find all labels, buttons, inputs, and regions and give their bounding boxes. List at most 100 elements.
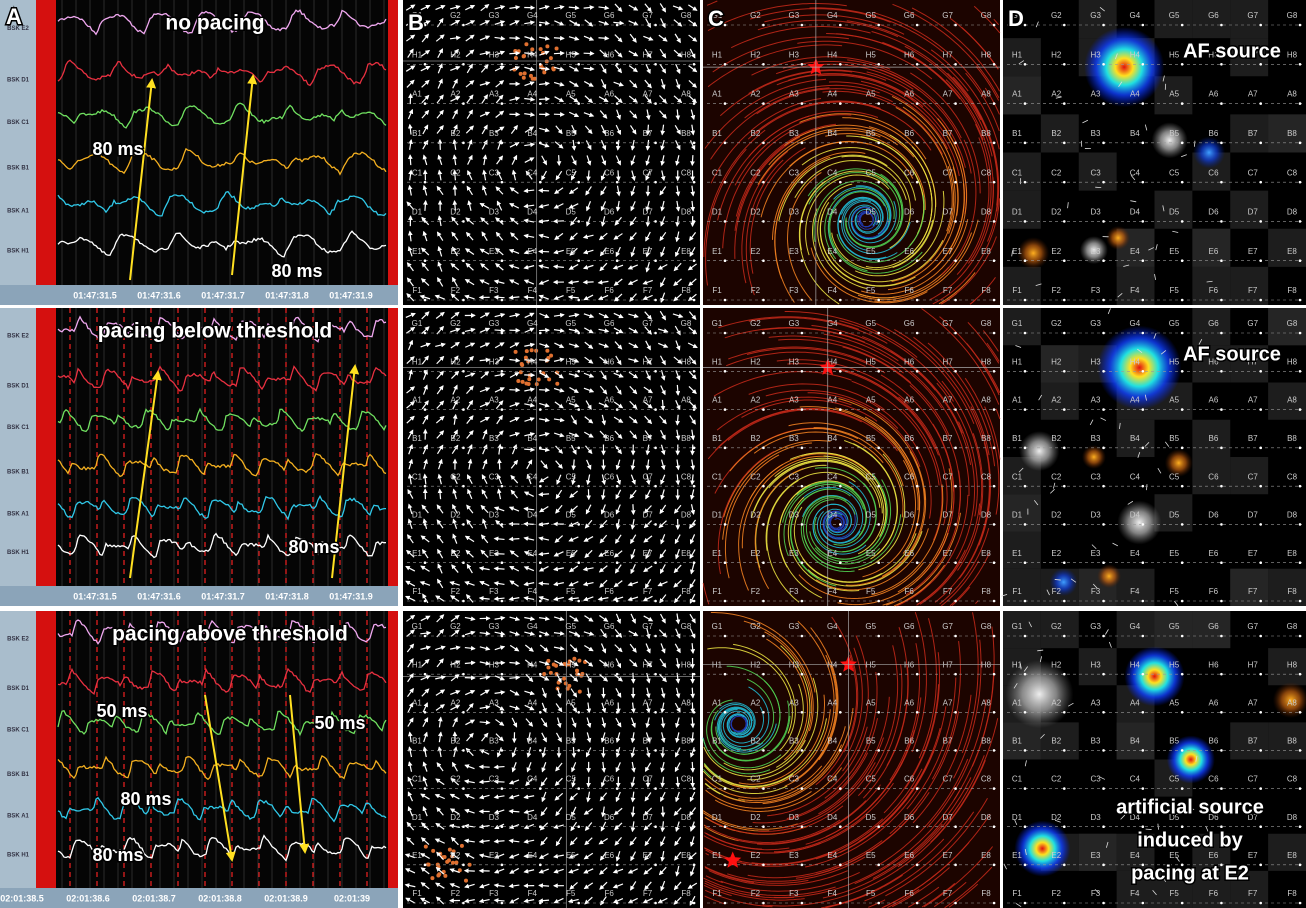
electrode-label: D8 xyxy=(1287,208,1298,217)
electrode xyxy=(693,673,696,676)
electrode-label: F2 xyxy=(451,286,461,295)
electrode xyxy=(724,787,727,790)
electrode xyxy=(654,825,657,828)
electrode xyxy=(693,825,696,828)
electrode-label: G5 xyxy=(565,319,576,328)
electrode-label: C5 xyxy=(566,472,577,481)
electrode xyxy=(1024,635,1027,638)
electrode-label: E2 xyxy=(751,851,761,860)
electrode xyxy=(762,181,765,184)
red-bar xyxy=(388,611,398,888)
electrode xyxy=(1259,523,1262,526)
electrode-label: F3 xyxy=(789,587,799,596)
electrode xyxy=(616,561,619,564)
electrode-label: G2 xyxy=(1051,11,1062,20)
electrode-label: E5 xyxy=(866,851,876,860)
electrode xyxy=(1024,447,1027,450)
electrode-label: G2 xyxy=(450,319,461,328)
electrode xyxy=(1181,600,1184,603)
electrode-label: F5 xyxy=(866,587,876,596)
electrode xyxy=(801,447,804,450)
electrode-label: E6 xyxy=(904,247,914,256)
source-dot xyxy=(519,370,523,374)
electrode-label: G4 xyxy=(1130,319,1141,328)
electrode xyxy=(724,181,727,184)
electrode-label: F5 xyxy=(1169,587,1179,596)
electrode xyxy=(724,902,727,905)
source-dot xyxy=(547,377,551,381)
electrode xyxy=(801,63,804,66)
electrode xyxy=(1181,787,1184,790)
activity-blob xyxy=(1125,646,1185,706)
electrode xyxy=(654,63,657,66)
flow-arrow xyxy=(677,385,678,395)
electrode-label: C2 xyxy=(750,168,761,177)
electrode-label: H4 xyxy=(1130,357,1141,366)
electrode-label: A4 xyxy=(1130,90,1140,99)
electrode-label: H6 xyxy=(604,357,615,366)
electrode xyxy=(1102,600,1105,603)
electrode-label: F1 xyxy=(412,286,422,295)
channel-label: BSK C1 xyxy=(7,425,30,431)
electrode xyxy=(577,24,580,27)
electrode xyxy=(1181,673,1184,676)
electrode xyxy=(916,259,919,262)
electrode-label: D2 xyxy=(1051,813,1062,822)
electrode-label: E7 xyxy=(1248,549,1258,558)
electrode-label: C1 xyxy=(712,775,723,784)
electrode-label: F3 xyxy=(789,286,799,295)
electrode-label: D7 xyxy=(942,813,953,822)
electrode xyxy=(954,485,957,488)
electrode-label: B6 xyxy=(1209,434,1219,443)
electrode-label: D8 xyxy=(681,511,692,520)
electrode xyxy=(654,102,657,105)
electrode xyxy=(801,864,804,867)
electrode-label: B5 xyxy=(1169,129,1179,138)
electrode xyxy=(501,259,504,262)
electrode xyxy=(1063,561,1066,564)
electrode xyxy=(577,711,580,714)
electrode xyxy=(616,711,619,714)
electrode xyxy=(462,24,465,27)
electrode xyxy=(1024,220,1027,223)
electrode-label: E3 xyxy=(1091,549,1101,558)
electrode-label: F3 xyxy=(1091,587,1101,596)
electrode xyxy=(1063,864,1066,867)
electrode xyxy=(1063,902,1066,905)
map-label: artificial source xyxy=(1116,796,1264,818)
flow-arrow xyxy=(539,885,549,886)
electrode xyxy=(877,864,880,867)
flow-arrow xyxy=(692,155,693,165)
electrode xyxy=(654,299,657,302)
source-dot xyxy=(530,348,534,352)
electrode-label: D2 xyxy=(750,511,761,520)
electrode-label: H2 xyxy=(750,50,761,59)
electrode xyxy=(993,749,996,752)
electrode xyxy=(1142,63,1145,66)
electrode xyxy=(1181,825,1184,828)
electrode-label: E3 xyxy=(489,247,499,256)
electrode-label: B3 xyxy=(1091,737,1101,746)
electrode xyxy=(577,787,580,790)
electrode xyxy=(1024,561,1027,564)
electrode-label: C3 xyxy=(789,168,800,177)
electrode-label: C4 xyxy=(827,775,838,784)
electrode xyxy=(1024,825,1027,828)
egm-panel: BSK E2BSK D1BSK C1BSK B1BSK A1BSK H101:4… xyxy=(0,0,398,305)
electrode-label: B4 xyxy=(1130,434,1140,443)
electrode-label: A4 xyxy=(827,396,837,405)
electrode xyxy=(1063,485,1066,488)
activity-blob xyxy=(1017,237,1049,269)
electrode xyxy=(693,370,696,373)
electrode xyxy=(577,523,580,526)
electrode xyxy=(724,370,727,373)
electrode xyxy=(539,600,542,603)
electrode-label: B1 xyxy=(712,737,722,746)
electrode xyxy=(424,259,427,262)
electrode-label: D6 xyxy=(1208,511,1219,520)
electrode xyxy=(839,561,842,564)
electrode xyxy=(1063,523,1066,526)
electrode-label: H2 xyxy=(450,660,461,669)
electrode-label: B7 xyxy=(1248,434,1258,443)
electrode xyxy=(839,485,842,488)
